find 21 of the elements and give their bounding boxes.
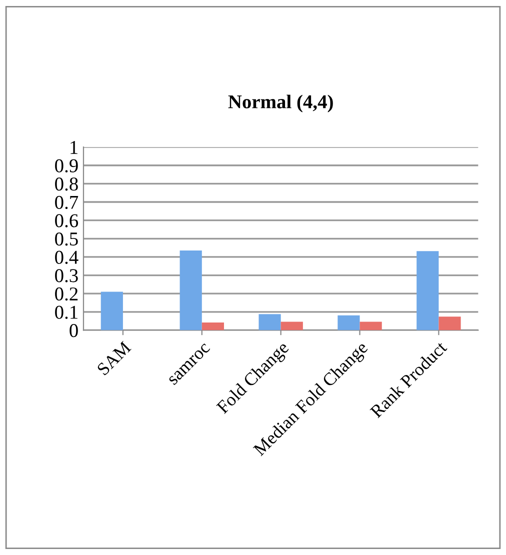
- y-tick-label: 0.7: [55, 196, 78, 210]
- y-tick-label: 0: [70, 324, 78, 338]
- bar: [438, 316, 461, 330]
- y-tick-label: 0.5: [55, 232, 78, 246]
- bar: [416, 251, 439, 330]
- y-tick-label: 0.1: [55, 306, 78, 319]
- bar: [360, 322, 382, 330]
- y-tick-label: 0.8: [55, 178, 78, 191]
- bar: [280, 322, 303, 330]
- y-tick-label: 0.9: [55, 159, 78, 172]
- y-tick-label: 0.4: [55, 250, 78, 264]
- bar: [180, 250, 202, 330]
- bar: [258, 314, 281, 330]
- bar: [100, 292, 123, 330]
- y-tick-label: 0.3: [55, 269, 78, 282]
- bar: [338, 315, 360, 330]
- y-tick-label: 0.6: [55, 214, 78, 228]
- y-tick-label: 0.2: [55, 287, 78, 301]
- bar: [202, 322, 224, 330]
- chart-title: Normal (4,4): [228, 94, 333, 112]
- y-tick-label: 1: [70, 140, 78, 154]
